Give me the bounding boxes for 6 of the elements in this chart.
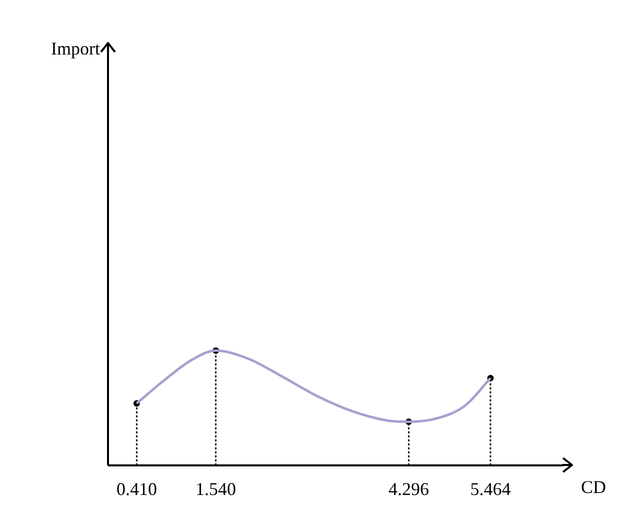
x-axis-title: CD — [581, 477, 606, 498]
x-tick-label: 1.540 — [196, 478, 236, 499]
text: Import — [51, 38, 100, 59]
x-tick-label: 0.410 — [116, 478, 157, 499]
x-tick-label: 4.296 — [388, 478, 429, 499]
x-tick-label: 5.464 — [470, 478, 511, 499]
